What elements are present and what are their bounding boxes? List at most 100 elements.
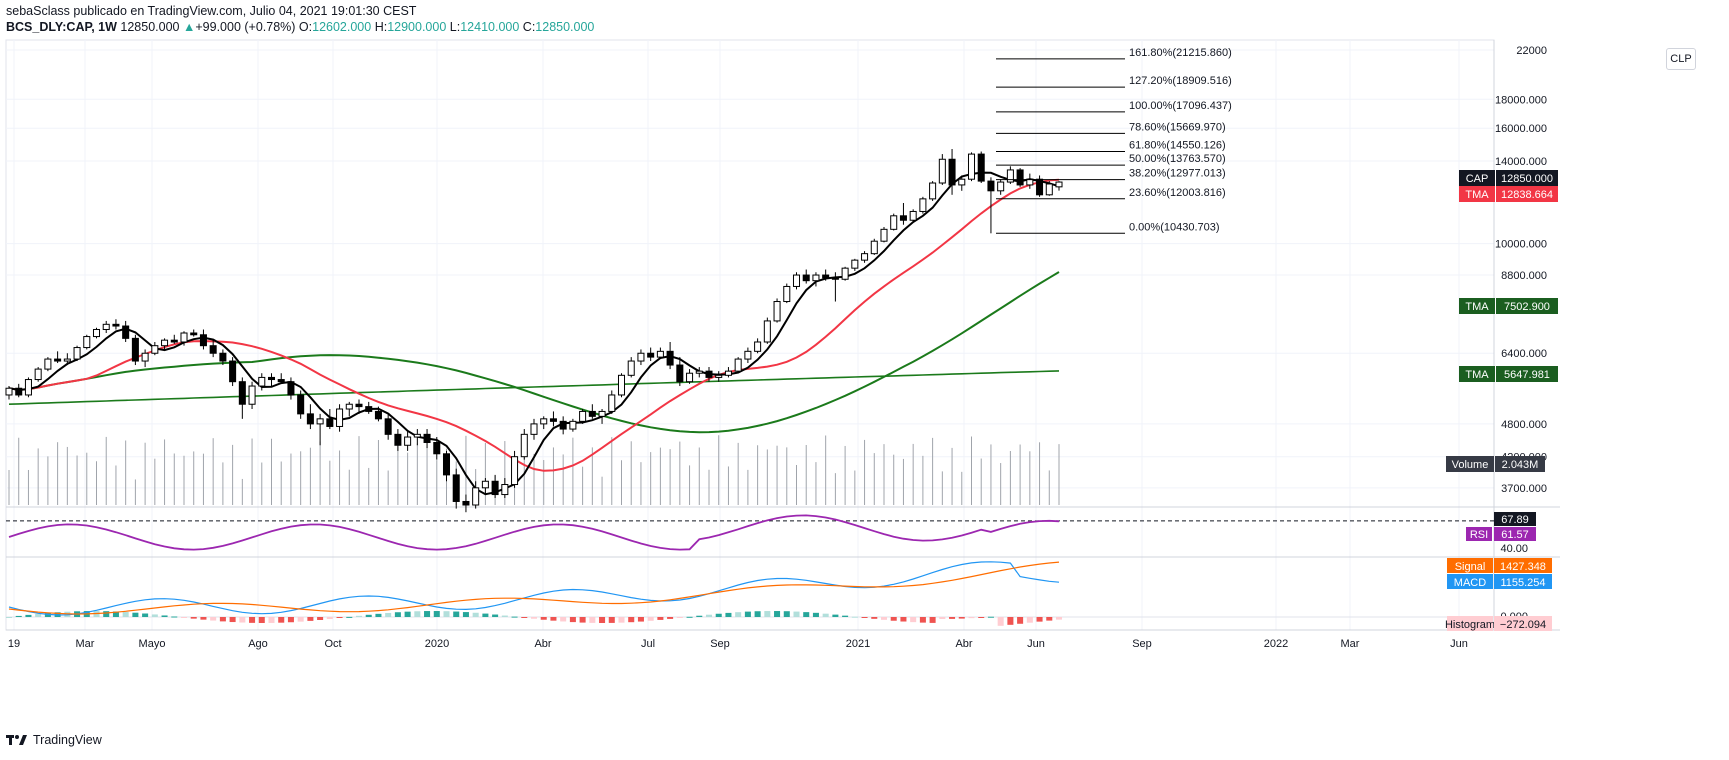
histogram-bar [35, 613, 42, 617]
x-tick-label: 2020 [425, 638, 449, 650]
histogram-bar [910, 617, 917, 623]
histogram-bar [608, 617, 615, 623]
price-chart[interactable]: 22000 18000.000 16000.000 14000.000 10000.00… [0, 0, 1729, 730]
candle-body [647, 352, 655, 358]
candle-body [744, 350, 752, 360]
tma-mid-tag-value: 12838.664 [1501, 189, 1553, 201]
fib-level-label: 127.20%(18909.516) [1129, 75, 1232, 87]
histogram-bar [1007, 617, 1014, 625]
candle-body [297, 394, 305, 415]
histogram-bar [949, 617, 956, 619]
histogram-bar [482, 613, 489, 617]
histogram-bar [861, 617, 868, 618]
signal-tag-name-bg [1447, 558, 1493, 573]
histogram-bar [871, 617, 878, 619]
candle-body [44, 358, 52, 370]
candle-body [73, 347, 81, 360]
candle-body [715, 374, 723, 378]
histogram-bar [1046, 617, 1053, 621]
histogram-bar [511, 616, 518, 618]
y-tick-label: 16000.000 [1495, 123, 1547, 135]
candle-body [122, 325, 130, 339]
candle-body [734, 358, 742, 372]
x-tick-label: Mayo [139, 638, 166, 650]
candle-body [880, 228, 888, 242]
histogram-bar [385, 612, 392, 617]
candle-body [724, 370, 732, 376]
histogram-bar [569, 617, 576, 623]
histogram-bar [132, 612, 139, 617]
candle-body [442, 453, 451, 476]
candle-body [948, 158, 956, 186]
histogram-bar [142, 613, 149, 617]
candle-body [277, 379, 285, 383]
tma-long-tag-value: 7502.900 [1504, 301, 1550, 313]
x-tick-label: 2022 [1264, 638, 1288, 650]
histogram-bar [103, 611, 110, 617]
x-tick-label: Jun [1027, 638, 1045, 650]
histogram-bar [725, 612, 732, 617]
volume-name: Volume [1452, 459, 1489, 471]
candle-body [102, 323, 110, 330]
histogram-bar [171, 616, 178, 618]
candle-body [433, 441, 441, 455]
histogram-bar [599, 617, 606, 623]
histogram-bar [987, 616, 994, 618]
y-tick-label: 4800.000 [1501, 419, 1547, 431]
histogram-bar [336, 617, 343, 618]
x-tick-label: Sep [710, 638, 730, 650]
tma-long-tag-name: TMA [1465, 301, 1489, 313]
candle-body [5, 387, 13, 396]
rsi-name: RSI [1470, 529, 1488, 541]
candle-body [34, 368, 42, 381]
histogram-bar [365, 614, 372, 617]
histogram-bar [394, 612, 401, 617]
histogram-tag-value: −272.094 [1500, 619, 1546, 631]
candle-body [831, 277, 839, 280]
candle-body [413, 433, 421, 438]
histogram-bar [219, 617, 226, 622]
candle-body [997, 181, 1005, 192]
fib-level-label: 161.80%(21215.860) [1129, 47, 1232, 59]
x-tick-label: 2021 [846, 638, 870, 650]
currency-button[interactable]: CLP [1666, 48, 1696, 70]
candle-body [199, 334, 207, 347]
candle-body [170, 339, 178, 343]
low-value: 12410.000 [460, 20, 520, 34]
candle-body [131, 337, 139, 362]
candle-body [326, 418, 334, 427]
candle-body [967, 153, 976, 180]
histogram-bar [317, 617, 324, 620]
histogram-bar [161, 615, 168, 617]
histogram-bar [1036, 617, 1043, 622]
histogram-bar [492, 614, 499, 617]
x-tick-label: Oct [324, 638, 341, 650]
volume-value: 2.043M [1502, 459, 1539, 471]
candle-body [63, 358, 71, 362]
candle-body [1006, 169, 1014, 183]
histogram-bar [1017, 617, 1024, 624]
candle-body [773, 301, 781, 322]
candle-body [1016, 169, 1024, 186]
fib-level-label: 38.20%(12977.013) [1129, 168, 1226, 180]
last-price-tag-value-bg [1496, 170, 1558, 186]
candle-body [365, 406, 373, 412]
signal-tag-value-bg [1494, 558, 1552, 573]
histogram-bar [696, 615, 703, 617]
candle-body [161, 339, 169, 347]
histogram-bar [346, 616, 353, 618]
candle-body [958, 178, 966, 186]
candle-body [608, 394, 616, 412]
histogram-bar [424, 611, 431, 617]
fib-level-label: 61.80%(14550.126) [1129, 140, 1226, 152]
macd-tag-name-bg [1447, 574, 1493, 589]
histogram-bar [978, 617, 985, 618]
histogram-bar [200, 617, 207, 620]
histogram-bar [112, 611, 119, 617]
candle-body [520, 433, 528, 458]
candle-body [355, 403, 363, 408]
histogram-bar [657, 617, 664, 620]
symbol-name[interactable]: BCS_DLY:CAP, 1W [6, 20, 117, 34]
candle-body [229, 360, 237, 383]
last-price-tag-value: 12850.000 [1501, 173, 1553, 185]
